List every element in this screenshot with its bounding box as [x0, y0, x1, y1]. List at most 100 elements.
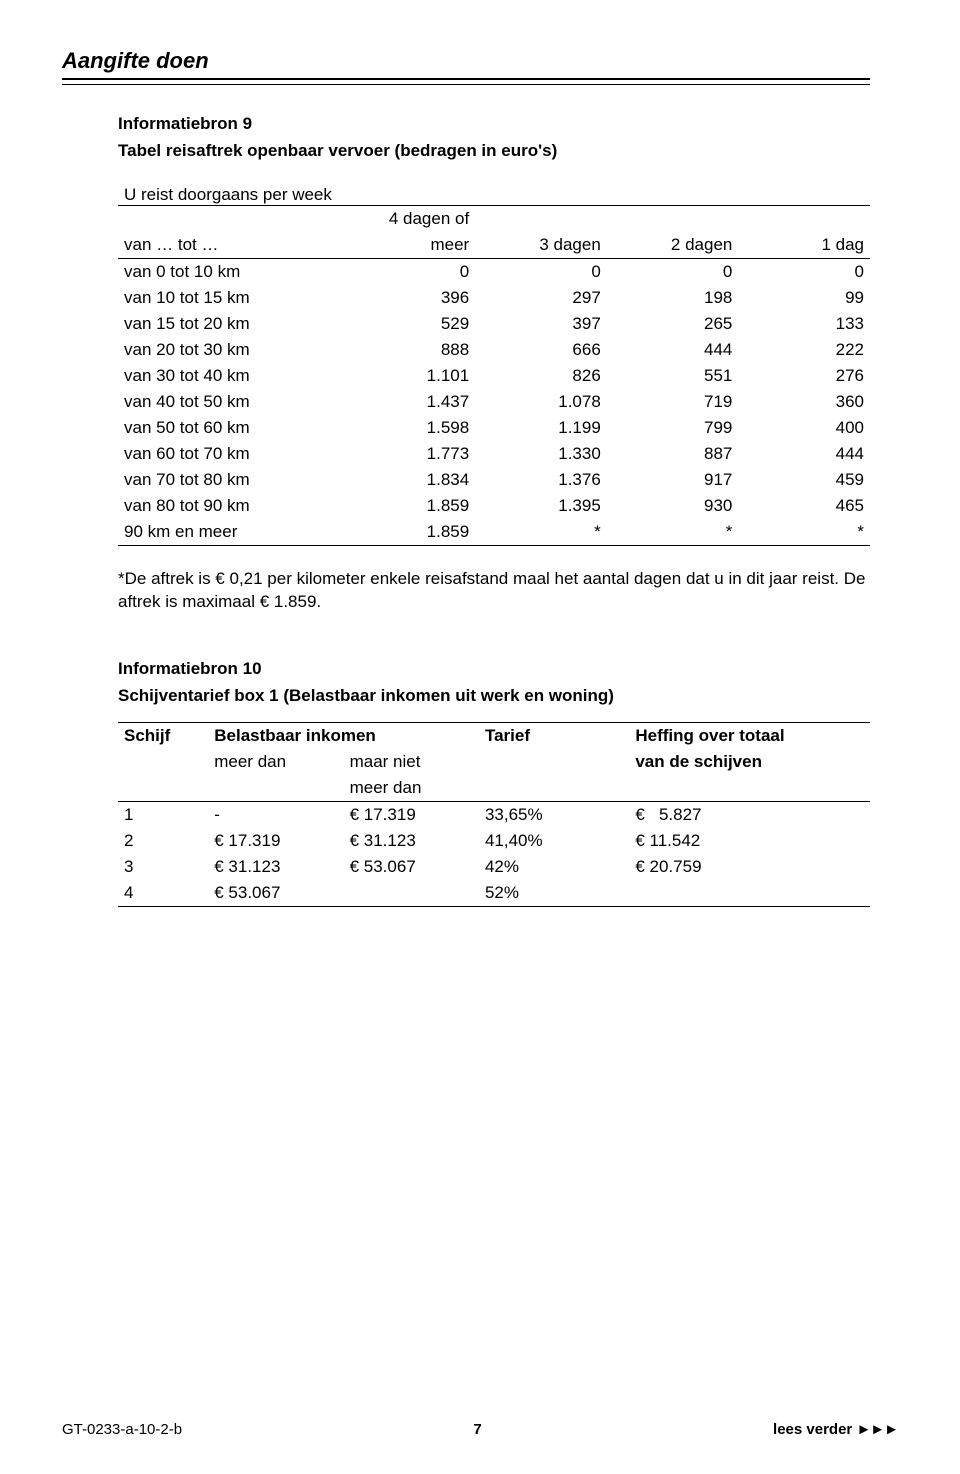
page-footer: GT-0233-a-10-2-b 7 lees verder ►►► [62, 1421, 898, 1438]
col3-header: 2 dagen [607, 232, 739, 259]
cell-schijf: 1 [118, 801, 208, 828]
horizontal-rule [62, 78, 870, 85]
cell-heffing: € 11.542 [629, 828, 870, 854]
cell-range: van 40 tot 50 km [118, 389, 344, 415]
cell-meer-dan: - [208, 801, 343, 828]
info9-heading-1: Informatiebron 9 [118, 113, 870, 136]
th-maar-niet: maar niet [344, 749, 479, 775]
cell-value: 888 [344, 337, 476, 363]
table-row: van 70 tot 80 km1.8341.376917459 [118, 467, 870, 493]
page: Aangifte doen Informatiebron 9 Tabel rei… [0, 0, 960, 1474]
cell-maar-niet: € 17.319 [344, 801, 479, 828]
cell-value: 529 [344, 311, 476, 337]
cell-value: 400 [738, 415, 870, 441]
table-row: 3€ 31.123€ 53.06742%€ 20.759 [118, 854, 870, 880]
cell-maar-niet: € 53.067 [344, 854, 479, 880]
cell-range: van 20 tot 30 km [118, 337, 344, 363]
col-range-header: van … tot … [118, 232, 344, 259]
arrow-icon: ►►► [856, 1421, 898, 1438]
info10-section: Informatiebron 10 Schijventarief box 1 (… [118, 658, 870, 907]
cell-value: 1.199 [475, 415, 607, 441]
cell-value: 1.395 [475, 493, 607, 519]
footer-right: lees verder ►►► [773, 1421, 898, 1438]
th-blank4 [208, 775, 343, 802]
cell-tarief: 42% [479, 854, 629, 880]
th-heffing-2: van de schijven [629, 749, 870, 775]
cell-value: 265 [607, 311, 739, 337]
cell-schijf: 2 [118, 828, 208, 854]
col2-blank [475, 205, 607, 232]
table-row: van 30 tot 40 km1.101826551276 [118, 363, 870, 389]
table-subheading: U reist doorgaans per week [118, 167, 870, 206]
cell-range: van 0 tot 10 km [118, 258, 344, 285]
cell-value: 360 [738, 389, 870, 415]
th-blank3 [118, 775, 208, 802]
cell-value: 396 [344, 285, 476, 311]
cell-value: 1.101 [344, 363, 476, 389]
cell-range: van 60 tot 70 km [118, 441, 344, 467]
cell-value: 0 [475, 258, 607, 285]
tax-bracket-table: Schijf Belastbaar inkomen Tarief Heffing… [118, 722, 870, 907]
cell-value: 222 [738, 337, 870, 363]
footer-doc-id: GT-0233-a-10-2-b [62, 1421, 182, 1438]
th-schijf: Schijf [118, 722, 208, 749]
cell-schijf: 4 [118, 880, 208, 907]
table-row: 1-€ 17.31933,65%€ 5.827 [118, 801, 870, 828]
col4-blank [738, 205, 870, 232]
cell-tarief: 52% [479, 880, 629, 907]
footer-right-text: lees verder [773, 1421, 856, 1438]
cell-meer-dan: € 17.319 [208, 828, 343, 854]
cell-value: 0 [344, 258, 476, 285]
table-row: van 10 tot 15 km39629719899 [118, 285, 870, 311]
th-tarief: Tarief [479, 722, 629, 749]
cell-value: 1.437 [344, 389, 476, 415]
content-area: Informatiebron 9 Tabel reisaftrek openba… [118, 113, 870, 907]
cell-value: 0 [607, 258, 739, 285]
section-title: Aangifte doen [62, 48, 870, 74]
cell-value: 99 [738, 285, 870, 311]
cell-range: 90 km en meer [118, 519, 344, 546]
col4-header: 1 dag [738, 232, 870, 259]
cell-value: 1.859 [344, 519, 476, 546]
cell-schijf: 3 [118, 854, 208, 880]
th-blank6 [629, 775, 870, 802]
col3-blank [607, 205, 739, 232]
cell-tarief: 41,40% [479, 828, 629, 854]
cell-value: 297 [475, 285, 607, 311]
th-meer-dan: meer dan [208, 749, 343, 775]
cell-range: van 15 tot 20 km [118, 311, 344, 337]
cell-value: 133 [738, 311, 870, 337]
col2-header: 3 dagen [475, 232, 607, 259]
cell-value: 465 [738, 493, 870, 519]
cell-value: 1.598 [344, 415, 476, 441]
travel-deduction-table: U reist doorgaans per week 4 dagen of va… [118, 167, 870, 546]
cell-value: 551 [607, 363, 739, 389]
cell-value: 459 [738, 467, 870, 493]
col1-header-top: 4 dagen of [344, 205, 476, 232]
cell-value: 826 [475, 363, 607, 389]
footer-page-number: 7 [473, 1421, 481, 1438]
cell-value: 1.859 [344, 493, 476, 519]
table-row: van 60 tot 70 km1.7731.330887444 [118, 441, 870, 467]
table-row: 2€ 17.319€ 31.12341,40%€ 11.542 [118, 828, 870, 854]
cell-value: 1.078 [475, 389, 607, 415]
cell-range: van 70 tot 80 km [118, 467, 344, 493]
th-belastbaar: Belastbaar inkomen [208, 722, 479, 749]
table-row: 90 km en meer1.859*** [118, 519, 870, 546]
table-row: van 20 tot 30 km888666444222 [118, 337, 870, 363]
cell-value: 1.376 [475, 467, 607, 493]
cell-range: van 30 tot 40 km [118, 363, 344, 389]
th-maar-niet-2: meer dan [344, 775, 479, 802]
info9-footnote: *De aftrek is € 0,21 per kilometer enkel… [118, 568, 870, 614]
cell-value: 1.330 [475, 441, 607, 467]
cell-heffing: € 20.759 [629, 854, 870, 880]
cell-value: 917 [607, 467, 739, 493]
table-row: van 50 tot 60 km1.5981.199799400 [118, 415, 870, 441]
cell-range: van 50 tot 60 km [118, 415, 344, 441]
cell-maar-niet: € 31.123 [344, 828, 479, 854]
cell-value: * [738, 519, 870, 546]
th-blank5 [479, 775, 629, 802]
info9-heading-2: Tabel reisaftrek openbaar vervoer (bedra… [118, 140, 870, 163]
table-row: van 80 tot 90 km1.8591.395930465 [118, 493, 870, 519]
col1-header-bot: meer [344, 232, 476, 259]
